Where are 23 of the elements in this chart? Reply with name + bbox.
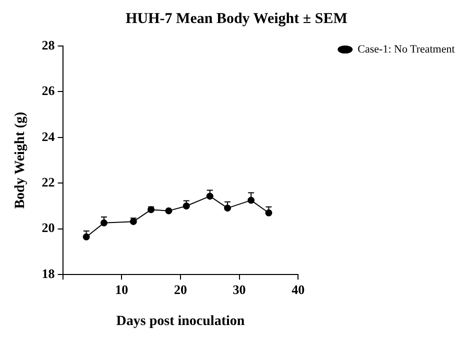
y-tick-label: 28 (42, 37, 56, 52)
y-tick-label: 26 (42, 83, 56, 98)
y-tick-label: 18 (42, 266, 56, 281)
point (82, 233, 90, 240)
y-tick-label: 20 (42, 220, 55, 236)
point (165, 207, 172, 214)
y-tick-label: 24 (42, 128, 56, 144)
y-tick-label: 22 (42, 174, 55, 190)
point (224, 204, 232, 212)
x-tick-label: 40 (292, 282, 305, 297)
point (248, 196, 255, 204)
point (265, 209, 272, 216)
chart-title: HUH-7 Mean Body Weight ± SEM (126, 10, 348, 27)
point (130, 218, 137, 226)
legend-label: Case-1: No Treatment (358, 43, 455, 56)
point (206, 192, 214, 200)
x-axis-title: Days post inoculation (116, 314, 245, 330)
y-axis-title: Body Weight (g) (13, 111, 28, 209)
point (182, 202, 190, 210)
x-tick-label: 10 (115, 282, 128, 297)
x-tick-label: 30 (232, 282, 246, 297)
x-tick-label: 20 (174, 282, 187, 297)
point (100, 219, 108, 226)
